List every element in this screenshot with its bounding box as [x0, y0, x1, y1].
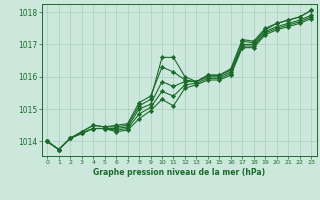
X-axis label: Graphe pression niveau de la mer (hPa): Graphe pression niveau de la mer (hPa) — [93, 168, 265, 177]
